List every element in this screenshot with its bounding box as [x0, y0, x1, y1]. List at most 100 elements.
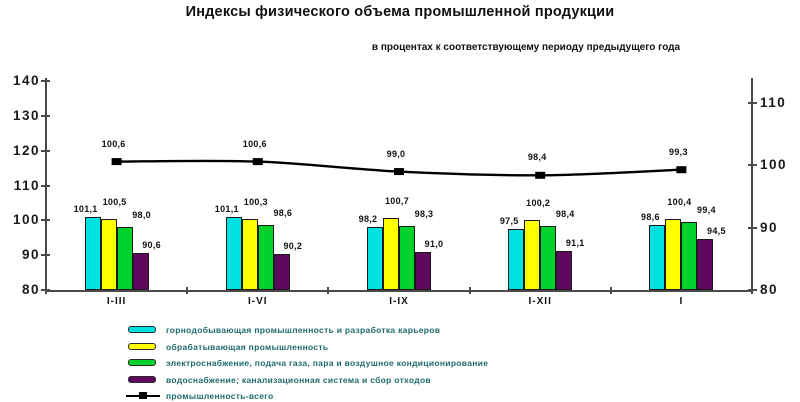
right-axis-tick-label: 100	[760, 157, 788, 173]
legend-bar-swatch	[126, 326, 160, 334]
bar	[100, 218, 117, 290]
category-label: I	[679, 296, 684, 307]
bar-value-label: 100,4	[667, 196, 692, 207]
left-axis-tick	[41, 219, 50, 222]
line-point-marker	[394, 168, 404, 176]
bar	[540, 225, 557, 290]
legend-label: обрабатывающая промышленность	[166, 341, 329, 352]
legend-line-swatch	[126, 392, 160, 400]
legend-swatch	[128, 359, 156, 367]
x-axis-tick	[751, 287, 753, 294]
bar-value-label: 98,6	[273, 208, 293, 219]
legend-label: горнодобывающая промышленность и разрабо…	[166, 325, 441, 336]
x-axis-tick	[186, 287, 189, 294]
legend-label: водоснабжение; канализационная система и…	[166, 374, 431, 385]
legend-item: электроснабжение, подача газа, пара и во…	[126, 355, 488, 372]
chart-title: Индексы физического объема промышленной …	[185, 4, 615, 20]
left-axis-tick	[41, 80, 50, 82]
bar-value-label: 98,4	[555, 208, 575, 219]
bar	[697, 239, 714, 290]
bar-value-label: 98,2	[358, 213, 378, 224]
bar	[524, 219, 541, 290]
bar-value-label: 100,3	[243, 197, 268, 208]
bar-value-label: 100,2	[526, 197, 551, 208]
line-value-label: 99,0	[386, 148, 406, 159]
right-axis-tick-label: 80	[760, 282, 779, 297]
bar-value-label: 101,1	[73, 203, 98, 214]
bar	[257, 225, 274, 290]
right-axis-line	[751, 78, 753, 292]
legend-swatch	[128, 342, 156, 350]
right-axis-tick	[748, 102, 757, 104]
left-axis-tick-label: 80	[21, 282, 40, 297]
x-axis-tick	[609, 287, 612, 294]
bar	[367, 226, 383, 290]
legend-bar-swatch	[126, 375, 160, 384]
line-value-label: 98,4	[527, 152, 547, 163]
line-value-label: 99,3	[669, 146, 688, 157]
legend-item: промышленность-всего	[126, 388, 488, 402]
legend-label: промышленность-всего	[166, 391, 274, 402]
x-axis-line	[45, 290, 753, 292]
bar-value-label: 100,5	[102, 196, 127, 207]
bar-value-label: 91,1	[565, 238, 585, 249]
chart-subtitle: в процентах к соответствующему периоду п…	[371, 42, 681, 53]
bar-value-label: 94,5	[707, 226, 726, 237]
line-value-label: 100,6	[101, 138, 126, 149]
line-value-label: 100,6	[242, 138, 267, 149]
bar	[415, 251, 431, 290]
bar-value-label: 98,3	[414, 209, 434, 220]
left-axis-tick	[41, 114, 50, 117]
bar	[84, 216, 101, 290]
line-point-marker	[252, 158, 263, 166]
bar-value-label: 98,0	[132, 210, 151, 221]
bar	[225, 216, 242, 290]
legend: горнодобывающая промышленность и разрабо…	[126, 322, 488, 402]
left-axis-tick	[41, 184, 50, 187]
bar-value-label: 90,2	[283, 241, 303, 252]
legend-item: горнодобывающая промышленность и разрабо…	[126, 322, 488, 339]
category-label: I-VI	[248, 296, 268, 307]
right-axis-tick-label: 110	[760, 95, 787, 110]
legend-bar-swatch	[126, 359, 160, 367]
left-axis-tick-label: 130	[12, 107, 40, 123]
bar	[681, 222, 698, 290]
bar	[508, 229, 525, 290]
bar	[116, 227, 133, 290]
bar-value-label: 99,4	[697, 205, 716, 216]
left-axis-tick-label: 100	[12, 212, 40, 228]
right-axis-tick	[748, 164, 757, 167]
legend-bar-swatch	[126, 342, 160, 351]
x-axis-tick	[45, 287, 47, 294]
bar-value-label: 91,0	[424, 238, 444, 249]
left-axis-tick	[41, 254, 50, 257]
left-axis-tick	[41, 149, 50, 152]
right-axis-tick	[748, 226, 757, 229]
category-label: I-XII	[528, 296, 552, 307]
bar	[383, 217, 399, 290]
bar	[273, 254, 290, 290]
bar-value-label: 97,5	[499, 216, 519, 227]
left-axis-tick-label: 110	[13, 177, 40, 193]
legend-item: водоснабжение; канализационная система и…	[126, 372, 488, 389]
left-axis-tick-label: 140	[12, 73, 40, 88]
line-point-marker	[535, 171, 546, 179]
category-label: I-III	[106, 296, 127, 307]
category-label: I-IX	[389, 296, 409, 307]
x-axis-tick	[327, 287, 330, 294]
bar	[132, 253, 149, 290]
legend-swatch	[128, 375, 156, 383]
bar-value-label: 100,7	[384, 195, 410, 206]
bar	[649, 225, 666, 290]
line-point-marker	[676, 166, 687, 174]
legend-swatch	[128, 326, 156, 334]
bar	[241, 219, 258, 290]
left-axis-tick-label: 90	[21, 247, 40, 263]
bar-value-label: 90,6	[142, 240, 161, 251]
bar	[556, 251, 573, 290]
x-axis-tick	[468, 287, 471, 294]
bar-value-label: 101,1	[214, 203, 239, 214]
left-axis-tick-label: 120	[12, 142, 40, 158]
